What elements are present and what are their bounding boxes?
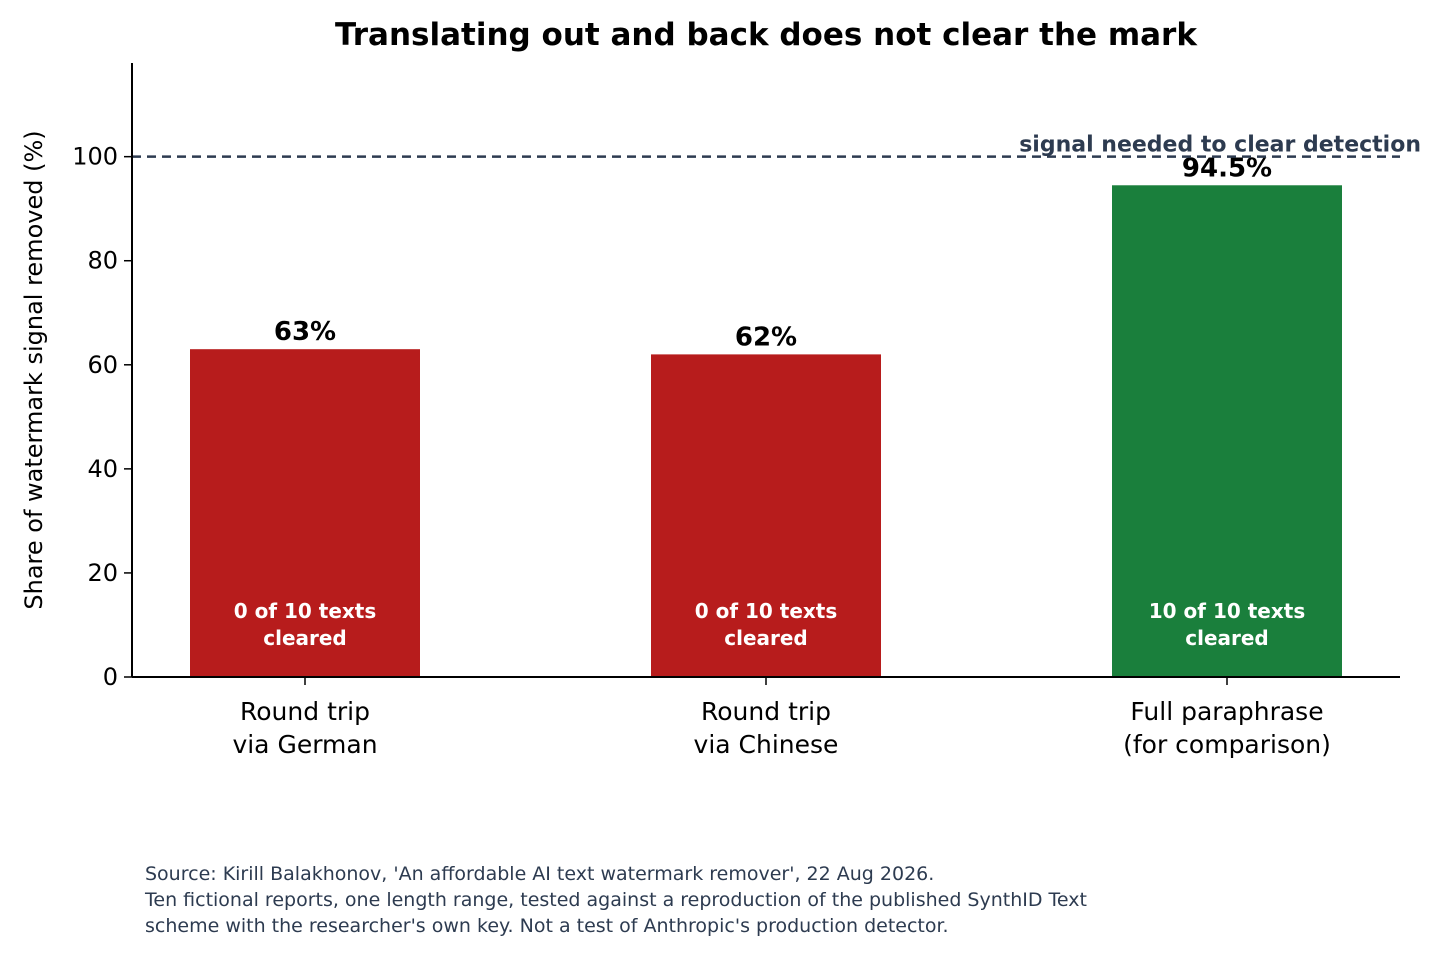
x-tick-label-1-line-2: via German: [232, 730, 377, 759]
bar-annotation-3-line-1: 10 of 10 texts: [1149, 599, 1305, 623]
y-tick-label-40: 40: [87, 455, 118, 483]
y-tick-label-100: 100: [72, 143, 118, 171]
y-tick-label-80: 80: [87, 247, 118, 275]
bar-annotation-2-line-2: cleared: [724, 626, 808, 650]
source-note: Source: Kirill Balakhonov, 'An affordabl…: [144, 863, 1087, 937]
y-tick-label-20: 20: [87, 559, 118, 587]
bar-2: [651, 354, 881, 677]
bar-annotation-2-line-1: 0 of 10 texts: [695, 599, 838, 623]
value-label-2: 62%: [735, 322, 797, 352]
y-axis-label: Share of watermark signal removed (%): [20, 130, 48, 609]
bar-3: [1112, 185, 1342, 677]
value-label-1: 63%: [274, 317, 336, 347]
chart-title: Translating out and back does not clear …: [335, 17, 1198, 53]
y-tick-label-60: 60: [87, 351, 118, 379]
source-line-3: scheme with the researcher's own key. No…: [145, 915, 949, 937]
source-line-2: Ten fictional reports, one length range,…: [144, 889, 1087, 911]
bar-annotation-3-line-2: cleared: [1185, 626, 1269, 650]
x-tick-label-2-line-2: via Chinese: [694, 730, 839, 759]
reference-line-label: signal needed to clear detection: [1019, 133, 1421, 158]
bar-1: [190, 349, 420, 677]
y-tick-label-0: 0: [103, 663, 118, 691]
x-tick-label-3-line-1: Full paraphrase: [1130, 697, 1323, 726]
x-tick-label-1-line-1: Round trip: [240, 697, 370, 726]
x-tick-label-3-line-2: (for comparison): [1123, 730, 1331, 759]
source-line-1: Source: Kirill Balakhonov, 'An affordabl…: [145, 863, 934, 885]
bar-annotation-1-line-2: cleared: [263, 626, 347, 650]
bar-annotation-1-line-1: 0 of 10 texts: [234, 599, 377, 623]
x-tick-label-2-line-1: Round trip: [701, 697, 831, 726]
value-label-3: 94.5%: [1182, 153, 1272, 183]
plot-area: 63% 0 of 10 texts cleared Round trip via Ger…: [72, 63, 1421, 759]
